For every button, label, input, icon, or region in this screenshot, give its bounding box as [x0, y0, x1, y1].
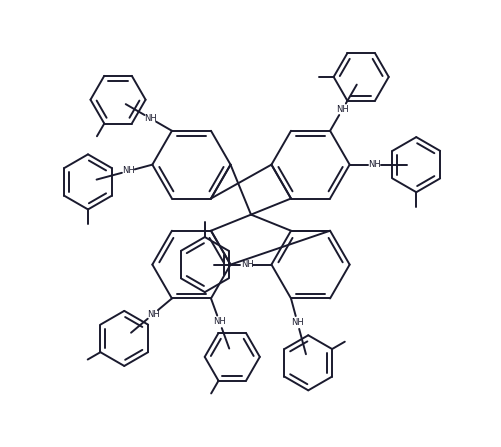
- Text: NH: NH: [240, 260, 253, 269]
- Text: NH: NH: [212, 317, 225, 326]
- Text: NH: NH: [291, 317, 303, 327]
- Text: NH: NH: [144, 114, 157, 123]
- Text: NH: NH: [122, 166, 135, 176]
- Text: NH: NH: [367, 160, 380, 169]
- Text: NH: NH: [146, 310, 159, 319]
- Text: NH: NH: [335, 105, 348, 114]
